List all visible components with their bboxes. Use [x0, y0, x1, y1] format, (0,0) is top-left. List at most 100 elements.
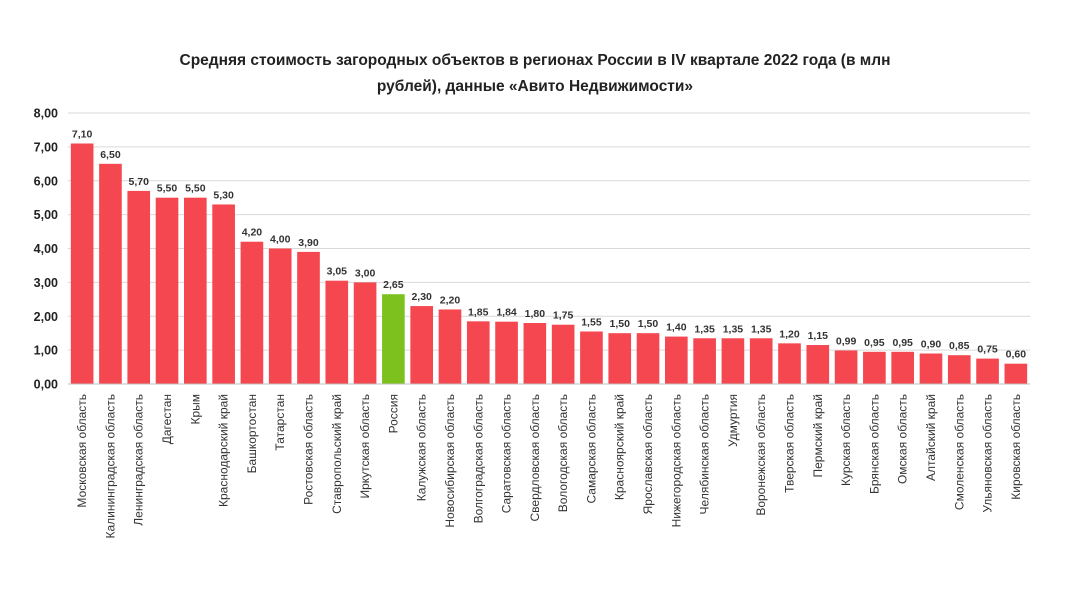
- data-label: 0,85: [949, 340, 970, 352]
- bar: [184, 197, 207, 384]
- data-label: 1,35: [751, 323, 772, 335]
- data-label: 1,50: [638, 318, 659, 330]
- bar: [919, 353, 943, 384]
- y-tick-label: 7,00: [34, 140, 58, 154]
- data-label: 1,20: [779, 328, 800, 340]
- data-label: 4,00: [270, 234, 291, 246]
- data-label: 0,75: [977, 344, 998, 356]
- y-tick-label: 6,00: [34, 174, 58, 188]
- bar: [863, 351, 886, 384]
- chart-title-line-2: рублей), данные «Авито Недвижимости»: [376, 78, 694, 95]
- bar: [580, 331, 603, 384]
- chart-title: Средняя стоимость загородных объектов в …: [120, 48, 950, 100]
- data-label: 1,75: [553, 310, 574, 322]
- x-tick-label: Брянская область: [867, 394, 881, 494]
- x-tick-label: Калужская область: [415, 394, 429, 501]
- bar: [693, 338, 716, 384]
- x-tick-label: Нижегородская область: [669, 394, 683, 527]
- data-label: 3,90: [298, 237, 319, 249]
- y-tick-label: 1,00: [34, 344, 58, 358]
- bar: [608, 333, 632, 384]
- y-tick-label: 3,00: [34, 276, 58, 290]
- x-tick-label: Курская область: [839, 394, 853, 486]
- x-tick-label: Омская область: [896, 394, 910, 484]
- bar: [325, 280, 349, 384]
- x-tick-label: Татарстан: [273, 394, 287, 451]
- x-tick-label: Башкортостан: [245, 394, 259, 473]
- x-tick-label: Саратовская область: [500, 394, 514, 513]
- data-label: 1,80: [525, 308, 546, 320]
- data-label: 6,50: [100, 149, 121, 161]
- bar: [495, 321, 518, 384]
- bar: [155, 197, 179, 384]
- x-tick-label: Волгоградская область: [471, 394, 485, 523]
- bar: [976, 358, 999, 384]
- bar: [353, 282, 377, 384]
- data-label: 3,05: [327, 266, 348, 278]
- x-tick-label: Свердловская область: [528, 394, 542, 521]
- bar: [438, 309, 462, 384]
- data-label: 1,50: [610, 318, 631, 330]
- bar: [1004, 363, 1028, 384]
- x-tick-label: Ярославская область: [641, 394, 655, 514]
- bar: [466, 321, 490, 384]
- x-tick-label: Иркутская область: [358, 394, 372, 499]
- data-label: 3,00: [355, 267, 376, 279]
- data-label: 0,99: [836, 335, 857, 347]
- data-label: 4,20: [242, 227, 263, 239]
- data-label: 2,20: [440, 294, 461, 306]
- y-tick-label: 2,00: [34, 310, 58, 324]
- x-tick-label: Вологодская область: [556, 394, 570, 512]
- bar: [70, 143, 94, 384]
- data-label: 1,35: [723, 323, 744, 335]
- data-label: 0,95: [892, 337, 913, 349]
- data-label: 2,65: [383, 279, 404, 291]
- y-tick-label: 8,00: [34, 107, 58, 121]
- data-label: 1,40: [666, 322, 687, 334]
- bar: [212, 204, 235, 384]
- data-label: 1,15: [808, 330, 829, 342]
- data-label: 1,35: [694, 323, 715, 335]
- data-label: 0,95: [864, 337, 885, 349]
- x-tick-label: Кировская область: [1009, 394, 1023, 500]
- x-tick-label: Ставропольский край: [330, 394, 344, 514]
- bar: [240, 241, 264, 384]
- data-label: 0,60: [1006, 349, 1027, 361]
- x-tick-label: Краснодарский край: [217, 394, 231, 507]
- bar: [410, 306, 433, 384]
- x-tick-label: Ульяновская область: [981, 394, 995, 513]
- bar: [778, 343, 801, 384]
- bar: [947, 355, 971, 384]
- x-tick-label: Калининградская область: [103, 394, 117, 539]
- data-label: 1,85: [468, 306, 489, 318]
- bar: [297, 251, 320, 384]
- x-tick-label: Пермский край: [811, 394, 825, 478]
- data-label: 5,50: [185, 183, 206, 195]
- bar: [665, 336, 688, 384]
- data-label: 2,30: [411, 291, 432, 303]
- x-tick-label: Смоленская область: [952, 394, 966, 510]
- bar: [523, 323, 547, 384]
- x-tick-label: Московская область: [75, 394, 89, 508]
- bar: [806, 345, 830, 384]
- bar: [636, 333, 660, 384]
- y-tick-label: 4,00: [34, 242, 58, 256]
- x-tick-label: Крым: [188, 394, 202, 425]
- x-tick-label: Самарская область: [584, 394, 598, 504]
- x-tick-label: Челябинская область: [698, 394, 712, 514]
- bar: [99, 163, 122, 384]
- y-tick-label: 5,00: [34, 208, 58, 222]
- x-tick-label: Дагестан: [160, 394, 174, 444]
- data-label: 5,30: [213, 189, 234, 201]
- bar: [891, 351, 914, 384]
- data-label: 1,84: [496, 307, 517, 319]
- bar: [382, 294, 405, 384]
- x-tick-label: Удмуртия: [726, 394, 740, 447]
- x-tick-label: Россия: [386, 394, 400, 433]
- bar: [268, 248, 292, 384]
- x-tick-label: Воронежская область: [754, 394, 768, 516]
- data-label: 7,10: [72, 128, 93, 140]
- x-tick-label: Тверская область: [783, 394, 797, 493]
